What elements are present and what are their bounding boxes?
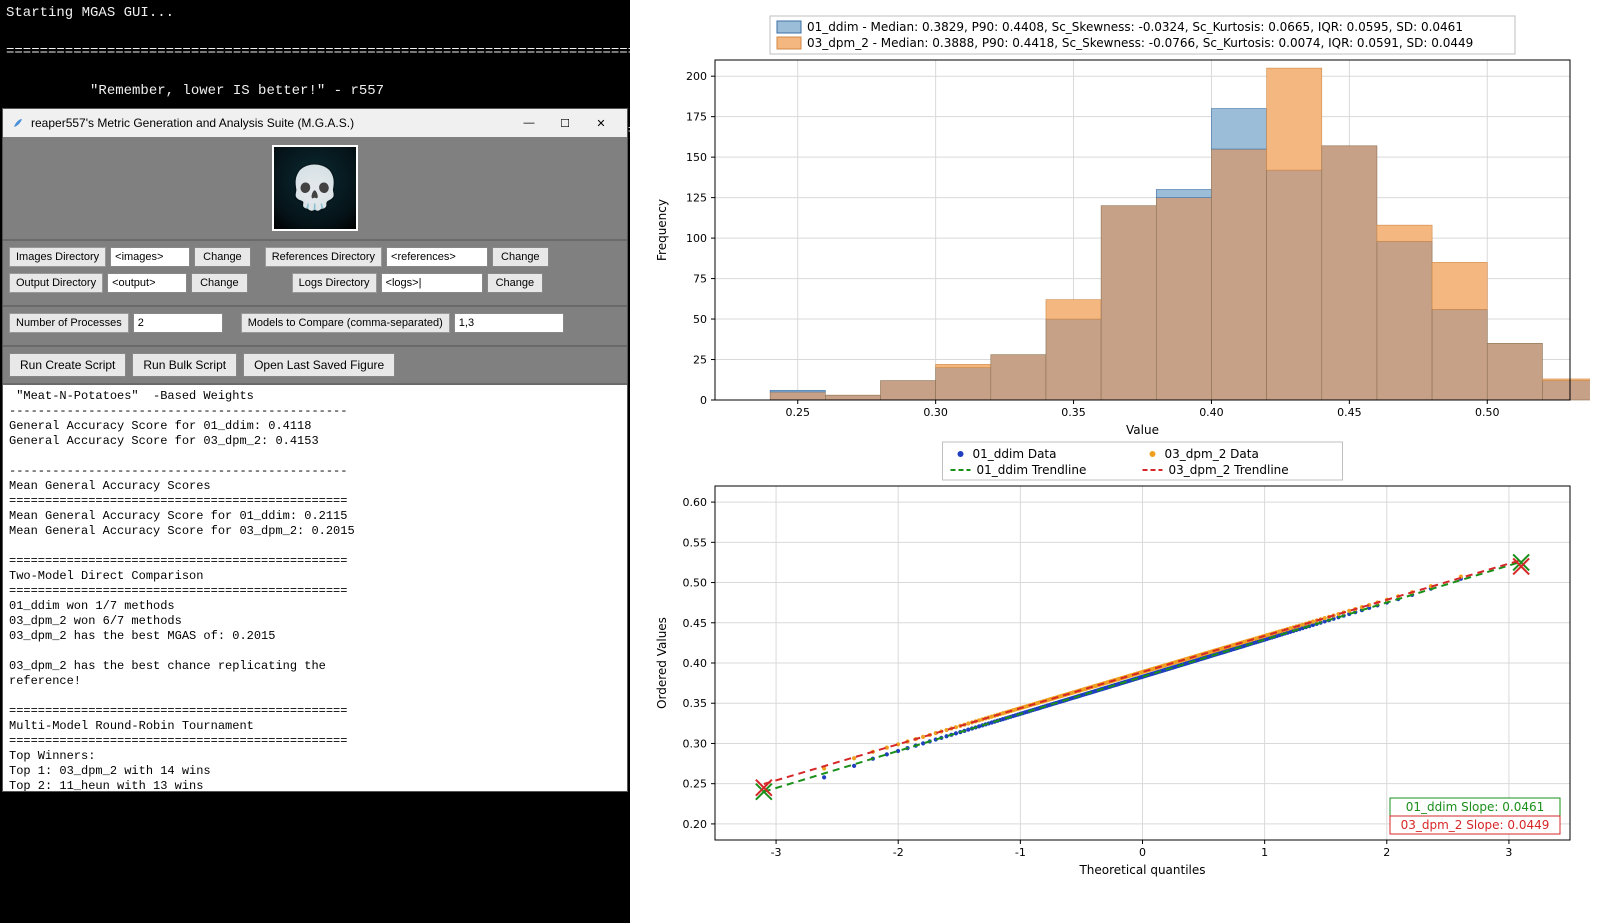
params-section: Number of Processes Models to Compare (c…	[3, 305, 627, 345]
refs-dir-input[interactable]	[386, 247, 488, 267]
svg-text:25: 25	[693, 354, 707, 367]
svg-text:-3: -3	[771, 846, 782, 859]
nproc-label: Number of Processes	[9, 313, 129, 333]
svg-text:0: 0	[700, 394, 707, 407]
logs-change-button[interactable]: Change	[487, 273, 544, 293]
images-dir-input[interactable]	[110, 247, 190, 267]
svg-text:03_dpm_2 Trendline: 03_dpm_2 Trendline	[1169, 463, 1289, 477]
output-dir-label: Output Directory	[9, 273, 103, 293]
qq-plot-chart: 01_ddim Data 03_dpm_2 Data 01_ddim Trendli…	[650, 440, 1590, 880]
svg-text:0.60: 0.60	[683, 496, 708, 509]
results-output[interactable]: "Meat-N-Potatoes" -Based Weights -------…	[3, 383, 627, 791]
svg-text:0.45: 0.45	[1337, 406, 1362, 419]
svg-text:0.25: 0.25	[683, 778, 708, 791]
minimize-button[interactable]: —	[511, 113, 547, 133]
svg-text:0.35: 0.35	[683, 697, 708, 710]
run-bulk-button[interactable]: Run Bulk Script	[132, 353, 237, 377]
svg-text:0.20: 0.20	[683, 818, 708, 831]
terminal-and-gui-panel: Starting MGAS GUI... ===================…	[0, 0, 630, 923]
svg-text:0.40: 0.40	[1199, 406, 1224, 419]
run-create-button[interactable]: Run Create Script	[9, 353, 126, 377]
logs-dir-input[interactable]	[381, 273, 483, 293]
svg-text:01_ddim Trendline: 01_ddim Trendline	[977, 463, 1087, 477]
feather-icon	[11, 116, 25, 130]
svg-text:0.25: 0.25	[785, 406, 810, 419]
svg-text:0.50: 0.50	[683, 577, 708, 590]
svg-text:01_ddim Slope: 0.0461: 01_ddim Slope: 0.0461	[1406, 800, 1544, 814]
svg-text:175: 175	[686, 111, 707, 124]
svg-text:01_ddim Data: 01_ddim Data	[973, 447, 1057, 461]
svg-text:0.30: 0.30	[683, 737, 708, 750]
svg-text:125: 125	[686, 192, 707, 205]
console-rule: ========================================…	[6, 44, 645, 60]
models-input[interactable]	[454, 313, 564, 333]
titlebar[interactable]: reaper557's Metric Generation and Analys…	[3, 109, 627, 137]
models-label: Models to Compare (comma-separated)	[241, 313, 450, 333]
logs-dir-label: Logs Directory	[292, 273, 377, 293]
svg-text:0.55: 0.55	[683, 536, 708, 549]
svg-text:0: 0	[1139, 846, 1146, 859]
svg-text:-2: -2	[893, 846, 904, 859]
svg-text:200: 200	[686, 70, 707, 83]
charts-panel: 01_ddim - Median: 0.3829, P90: 0.4408, S…	[630, 0, 1600, 923]
mgas-window: reaper557's Metric Generation and Analys…	[2, 108, 628, 792]
svg-text:150: 150	[686, 151, 707, 164]
nproc-input[interactable]	[133, 313, 223, 333]
output-dir-input[interactable]	[107, 273, 187, 293]
svg-text:Frequency: Frequency	[655, 199, 669, 261]
svg-text:50: 50	[693, 313, 707, 326]
svg-text:100: 100	[686, 232, 707, 245]
svg-text:Ordered Values: Ordered Values	[655, 617, 669, 709]
svg-text:0.45: 0.45	[683, 617, 708, 630]
console-line: Starting MGAS GUI...	[6, 5, 174, 21]
histogram-chart: 01_ddim - Median: 0.3829, P90: 0.4408, S…	[650, 10, 1590, 440]
open-figure-button[interactable]: Open Last Saved Figure	[243, 353, 395, 377]
images-change-button[interactable]: Change	[194, 247, 251, 267]
app-logo: 💀	[272, 145, 358, 231]
svg-text:-1: -1	[1015, 846, 1026, 859]
svg-text:Theoretical quantiles: Theoretical quantiles	[1078, 863, 1205, 877]
svg-text:0.40: 0.40	[683, 657, 708, 670]
refs-dir-label: References Directory	[265, 247, 382, 267]
svg-text:3: 3	[1505, 846, 1512, 859]
svg-text:0.35: 0.35	[1061, 406, 1086, 419]
svg-text:03_dpm_2 Data: 03_dpm_2 Data	[1165, 447, 1259, 461]
logo-area: 💀	[3, 137, 627, 239]
close-button[interactable]: ✕	[583, 113, 619, 133]
svg-text:0.50: 0.50	[1475, 406, 1500, 419]
svg-text:Value: Value	[1126, 423, 1159, 437]
skull-icon: 💀	[289, 164, 341, 213]
maximize-button[interactable]: ☐	[547, 113, 583, 133]
svg-text:03_dpm_2 - Median: 0.3888, P90: 03_dpm_2 - Median: 0.3888, P90: 0.4418, …	[807, 36, 1473, 50]
output-change-button[interactable]: Change	[191, 273, 248, 293]
svg-text:01_ddim - Median: 0.3829, P90:: 01_ddim - Median: 0.3829, P90: 0.4408, S…	[807, 20, 1463, 34]
svg-text:03_dpm_2 Slope: 0.0449: 03_dpm_2 Slope: 0.0449	[1401, 818, 1550, 832]
images-dir-label: Images Directory	[9, 247, 106, 267]
svg-text:0.30: 0.30	[923, 406, 948, 419]
actions-row: Run Create Script Run Bulk Script Open L…	[3, 345, 627, 383]
console-line: "Remember, lower IS better!" - r557	[6, 83, 384, 99]
svg-text:1: 1	[1261, 846, 1268, 859]
svg-text:75: 75	[693, 273, 707, 286]
refs-change-button[interactable]: Change	[492, 247, 549, 267]
directories-section: Images Directory Change References Direc…	[3, 239, 627, 305]
svg-text:2: 2	[1383, 846, 1390, 859]
window-title: reaper557's Metric Generation and Analys…	[31, 116, 354, 130]
